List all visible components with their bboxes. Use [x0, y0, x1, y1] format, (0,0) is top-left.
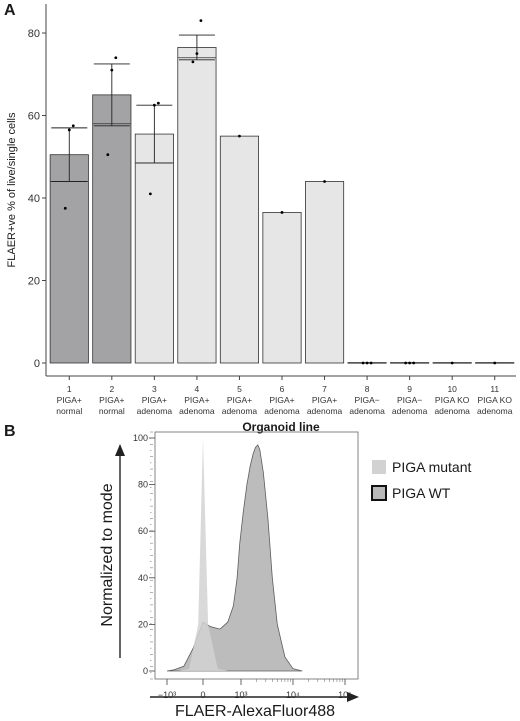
a-x-tick-label: adenoma — [434, 406, 470, 416]
a-data-point — [412, 361, 416, 365]
a-x-tick-label: normal — [99, 406, 125, 416]
a-x-tick-label: PIGA KO — [435, 395, 470, 405]
a-x-tick-label: 8 — [365, 384, 370, 394]
a-y-tick-label: 20 — [28, 276, 40, 288]
a-x-tick-label: PIGA+ — [57, 395, 82, 405]
a-data-point — [148, 192, 152, 196]
a-x-tick-label: normal — [56, 406, 82, 416]
a-x-tick-label: PIGA+ — [142, 395, 167, 405]
a-bar — [304, 181, 345, 364]
a-x-tick-label: adenoma — [307, 406, 343, 416]
a-bar — [177, 47, 217, 364]
a-data-point — [323, 180, 326, 183]
a-y-tick-label: 80 — [28, 28, 40, 40]
b-y-tick-label: 0 — [143, 666, 148, 676]
b-x-axis-title: FLAER-AlexaFluor488 — [175, 703, 335, 720]
a-data-point — [493, 361, 497, 365]
b-series-piga-mutant-area — [170, 438, 238, 671]
b-x-tick-label: 10⁴ — [286, 690, 300, 700]
a-data-point — [114, 56, 118, 60]
a-x-tick-label: adenoma — [392, 406, 428, 416]
a-data-point — [408, 361, 412, 365]
a-x-tick-label: 10 — [447, 384, 457, 394]
b-series-piga-wt-area — [166, 444, 303, 672]
b-y-tick-label: 100 — [133, 433, 148, 443]
a-x-tick-label: 3 — [152, 384, 157, 394]
a-data-point — [238, 134, 241, 138]
b-y-axis-arrowhead — [115, 444, 125, 456]
a-bar — [49, 154, 89, 364]
a-x-tick-label: adenoma — [179, 406, 215, 416]
b-legend-swatch-mutant — [372, 460, 386, 474]
b-x-axis-arrowhead — [347, 692, 359, 702]
a-x-tick-label: PIGA+ — [99, 395, 124, 405]
a-data-point — [404, 361, 408, 365]
a-data-point — [365, 361, 369, 365]
b-legend-label-mutant: PIGA mutant — [392, 459, 471, 475]
a-y-tick-label: 0 — [34, 358, 40, 370]
a-data-point — [369, 361, 373, 365]
a-y-tick-label: 40 — [28, 193, 40, 205]
b-legend-swatch-wt — [371, 485, 387, 501]
a-data-point — [110, 68, 114, 72]
a-x-tick-label: PIGA− — [397, 395, 422, 405]
b-x-tick-label: 0 — [200, 690, 205, 700]
a-data-point — [195, 52, 199, 56]
a-data-point — [191, 60, 195, 64]
b-y-tick-label: 20 — [138, 619, 148, 629]
a-data-point — [361, 361, 365, 365]
a-x-axis-title: Organoid line — [242, 420, 320, 434]
b-legend-label-wt: PIGA WT — [392, 485, 451, 501]
a-x-tick-label: 1 — [67, 384, 72, 394]
a-x-tick-label: PIGA+ — [184, 395, 209, 405]
a-data-point — [156, 101, 160, 105]
a-x-tick-label: PIGA KO — [477, 395, 512, 405]
a-x-tick-label: PIGA− — [354, 395, 379, 405]
a-x-tick-label: 7 — [322, 384, 327, 394]
a-bar — [262, 212, 302, 364]
b-x-tick-label: 10⁵ — [338, 690, 352, 700]
a-x-tick-label: 6 — [280, 384, 285, 394]
panel-a-label: A — [4, 2, 16, 19]
a-x-tick-label: adenoma — [137, 406, 173, 416]
a-data-point — [280, 211, 284, 214]
a-x-tick-label: 9 — [407, 384, 412, 394]
a-data-point — [63, 206, 67, 210]
b-x-tick-label: −10³ — [158, 690, 176, 700]
a-data-point — [67, 128, 71, 132]
a-x-tick-label: PIGA+ — [227, 395, 252, 405]
a-x-tick-label: 11 — [490, 384, 499, 394]
b-y-tick-label: 40 — [138, 573, 148, 583]
a-bar — [134, 133, 174, 364]
a-bar — [92, 94, 132, 364]
a-y-tick-label: 60 — [28, 111, 40, 123]
a-x-tick-label: PIGA+ — [312, 395, 337, 405]
a-x-tick-label: adenoma — [264, 406, 300, 416]
b-y-tick-label: 80 — [138, 480, 148, 490]
a-x-tick-label: 4 — [195, 384, 200, 394]
a-x-tick-label: 5 — [237, 384, 242, 394]
a-data-point — [71, 124, 75, 128]
a-x-tick-label: adenoma — [349, 406, 385, 416]
a-x-tick-label: 2 — [109, 384, 114, 394]
a-data-point — [152, 103, 156, 107]
panel-b-label: B — [4, 423, 16, 440]
a-bar — [219, 135, 260, 364]
a-x-tick-label: adenoma — [477, 406, 513, 416]
a-y-axis-title: FLAER+ve % of live/single cells — [6, 112, 18, 267]
a-data-point — [199, 19, 203, 23]
a-data-point — [106, 153, 110, 157]
a-data-point — [450, 361, 454, 365]
a-x-tick-label: adenoma — [222, 406, 258, 416]
b-x-tick-label: 10³ — [234, 690, 247, 700]
b-y-tick-label: 60 — [138, 526, 148, 536]
b-y-axis-title: Normalized to mode — [99, 483, 116, 626]
a-x-tick-label: PIGA+ — [269, 395, 294, 405]
